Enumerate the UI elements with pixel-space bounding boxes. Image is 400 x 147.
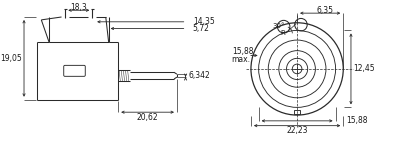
Text: 18,3: 18,3 (70, 3, 87, 12)
Text: 22,23: 22,23 (286, 126, 308, 135)
Text: 15,88: 15,88 (232, 47, 253, 56)
Bar (294, 110, 300, 114)
Text: R: R (281, 30, 286, 36)
Text: 19,05: 19,05 (0, 54, 22, 63)
Text: 6,342: 6,342 (188, 71, 210, 80)
Text: 14,35: 14,35 (193, 17, 215, 26)
Text: 30°: 30° (272, 23, 285, 29)
Text: 12,45: 12,45 (354, 64, 375, 73)
Text: 5,72: 5,72 (192, 24, 209, 33)
Text: max.: max. (232, 55, 251, 64)
Text: 6,35: 6,35 (316, 6, 334, 15)
Text: 20,62: 20,62 (137, 112, 158, 122)
Text: 15,88: 15,88 (346, 116, 368, 125)
